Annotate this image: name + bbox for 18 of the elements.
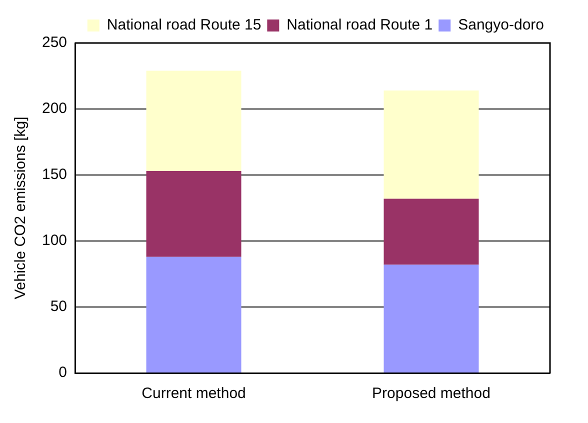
- y-axis-title: Vehicle CO2 emissions [kg]: [12, 116, 30, 300]
- bar: [384, 90, 479, 199]
- bar: [146, 70, 242, 172]
- x-tick-label: Current method: [142, 385, 246, 402]
- y-tick-label: 50: [50, 298, 68, 316]
- bar: [146, 171, 242, 257]
- bar: [384, 198, 479, 265]
- legend-label: Sangyo-doro: [458, 16, 544, 34]
- legend-label: National road Route 1: [286, 16, 433, 34]
- y-tick-label: 250: [42, 34, 68, 52]
- bar: [384, 264, 479, 372]
- bar: [146, 256, 242, 372]
- y-tick-label: 150: [42, 166, 68, 184]
- legend-label: National road Route 15: [106, 16, 262, 34]
- y-tick-label: 0: [58, 364, 68, 382]
- y-tick-label: 100: [42, 232, 68, 250]
- x-tick-label: Proposed method: [372, 385, 490, 402]
- y-tick-label: 200: [42, 100, 68, 118]
